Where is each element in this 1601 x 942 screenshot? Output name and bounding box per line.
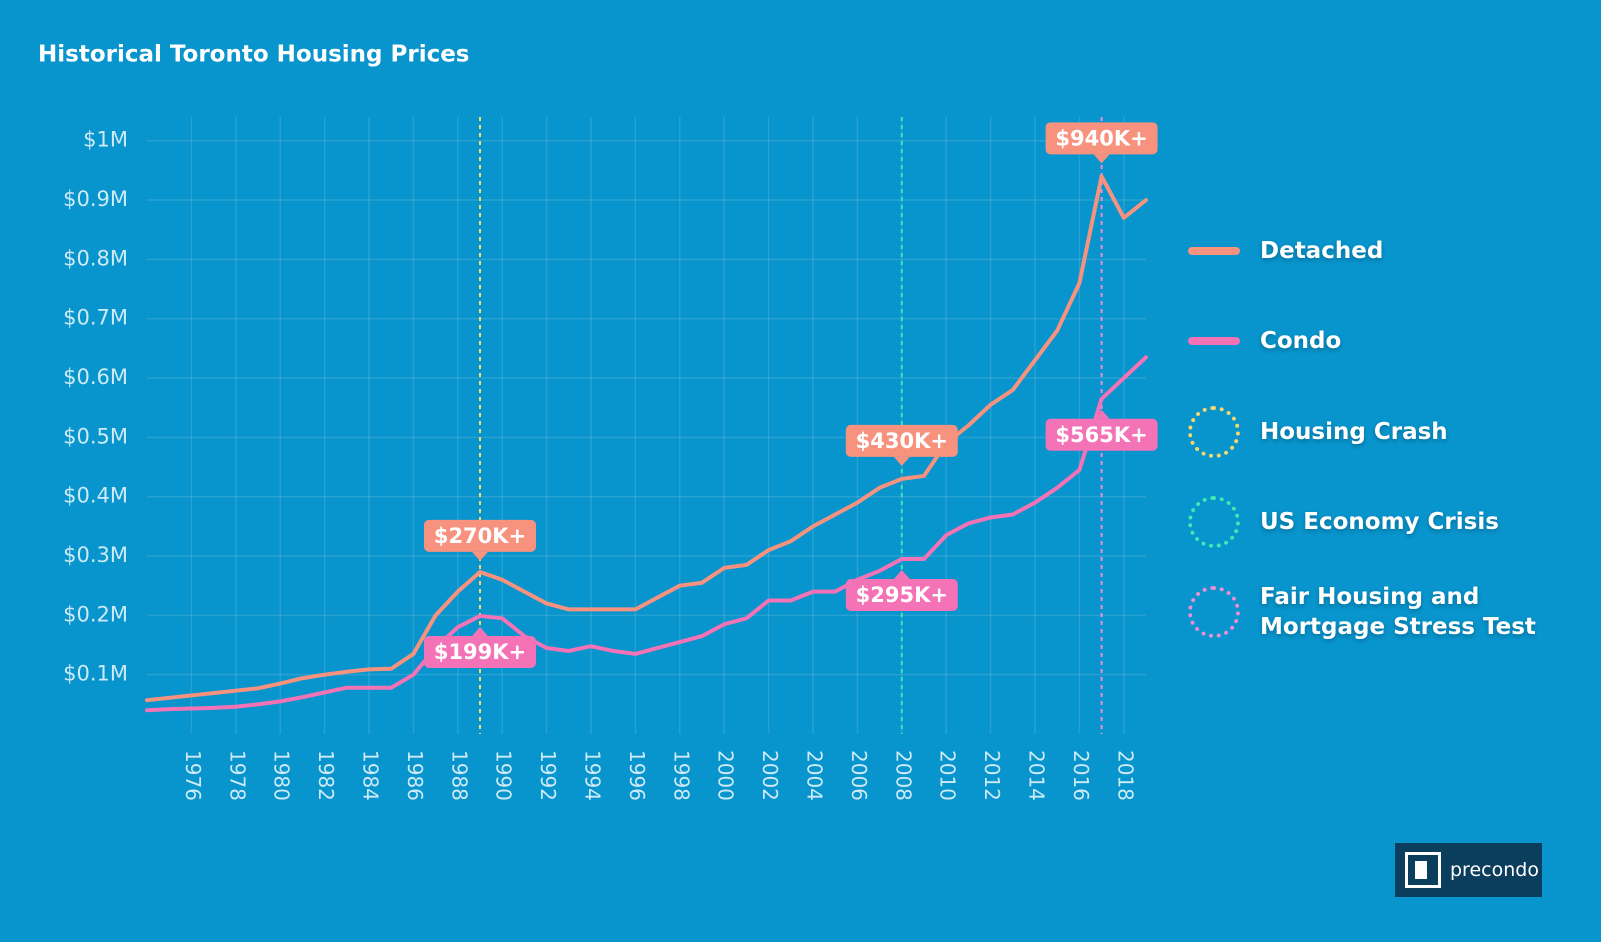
legend-label: Condo <box>1260 328 1342 354</box>
legend-label: Detached <box>1260 238 1384 264</box>
series-line <box>145 174 1148 703</box>
annotation-box <box>424 519 536 552</box>
x-tick-label: 2014 <box>1025 750 1049 801</box>
annotation-pointer <box>472 551 488 561</box>
x-tick-label: 1992 <box>536 750 560 801</box>
legend-circle <box>1188 406 1240 458</box>
annotation-pointer <box>1093 409 1110 419</box>
annotation-pointer <box>1093 154 1110 164</box>
y-tick-label: $0.4M <box>63 484 128 508</box>
annotation: $565K+ <box>1045 409 1158 451</box>
x-tick-label: 1990 <box>492 750 516 801</box>
annotation: $430K+ <box>845 424 958 466</box>
y-tick-label: $0.5M <box>63 424 128 448</box>
x-tick-label: 1980 <box>270 750 294 801</box>
legend-label: US Economy Crisis <box>1260 509 1499 535</box>
annotation-box <box>1045 418 1158 451</box>
y-tick-label: $0.6M <box>63 365 128 389</box>
x-tick-label: 2008 <box>891 750 915 801</box>
y-tick-label: $0.2M <box>63 602 128 626</box>
chart-title: Historical Toronto Housing Prices <box>38 42 470 68</box>
x-tick-label: 2018 <box>1113 750 1137 801</box>
x-tick-label: 2000 <box>714 750 738 801</box>
y-tick-label: $0.3M <box>63 543 128 567</box>
legend-label: Housing Crash <box>1260 419 1448 445</box>
x-tick-label: 1978 <box>225 750 249 801</box>
x-tick-label: 2012 <box>980 750 1004 801</box>
x-tick-label: 1984 <box>359 750 383 801</box>
y-tick-label: $1M <box>83 128 128 152</box>
y-tick-label: $0.9M <box>63 187 128 211</box>
annotation-label: $270K+ <box>434 524 526 548</box>
annotation-box <box>1045 122 1158 155</box>
annotation-label: $565K+ <box>1055 423 1147 447</box>
x-tick-label: 1996 <box>625 750 649 801</box>
legend-swatch <box>1188 247 1240 255</box>
x-tick-label: 1998 <box>669 750 693 801</box>
x-tick-label: 2002 <box>758 750 782 801</box>
annotation-label: $295K+ <box>856 583 948 607</box>
legend-swatch <box>1188 337 1240 345</box>
annotation-box <box>845 578 958 611</box>
annotation: $199K+ <box>424 626 536 668</box>
legend-item: Housing Crash <box>1188 406 1560 458</box>
legend-item: Detached <box>1188 236 1560 266</box>
legend-item: Condo <box>1188 326 1560 356</box>
annotation-label: $940K+ <box>1055 126 1147 150</box>
brand-logo: precondo <box>1395 843 1542 897</box>
annotation-box <box>845 424 958 457</box>
y-tick-label: $0.1M <box>63 662 128 686</box>
y-tick-label: $0.8M <box>63 246 128 270</box>
x-tick-label: 2004 <box>803 750 827 801</box>
y-tick-label: $0.7M <box>63 306 128 330</box>
x-tick-label: 2016 <box>1069 750 1093 801</box>
logo-icon <box>1405 852 1441 888</box>
legend-label: Fair Housing and Mortgage Stress Test <box>1260 584 1536 640</box>
annotation: $270K+ <box>424 519 536 561</box>
legend-item: US Economy Crisis <box>1188 496 1560 548</box>
annotation: $295K+ <box>845 569 958 611</box>
annotation-pointer <box>893 569 910 579</box>
annotation-box <box>424 635 536 668</box>
series-line <box>145 355 1148 713</box>
legend-circle <box>1188 586 1240 638</box>
x-tick-label: 1982 <box>314 750 338 801</box>
x-tick-label: 1986 <box>403 750 427 801</box>
x-tick-label: 2006 <box>847 750 871 801</box>
annotation-label: $199K+ <box>434 640 526 664</box>
annotation-label: $430K+ <box>856 429 948 453</box>
annotation-pointer <box>893 456 910 466</box>
annotation: $940K+ <box>1045 122 1158 164</box>
brand-name: precondo <box>1450 859 1539 881</box>
x-tick-label: 2010 <box>936 750 960 801</box>
annotation-pointer <box>472 626 488 636</box>
legend-circle <box>1188 496 1240 548</box>
x-tick-label: 1988 <box>447 750 471 801</box>
legend-item: Fair Housing and Mortgage Stress Test <box>1188 582 1560 642</box>
x-tick-label: 1994 <box>581 750 605 801</box>
x-tick-label: 1976 <box>181 750 205 801</box>
